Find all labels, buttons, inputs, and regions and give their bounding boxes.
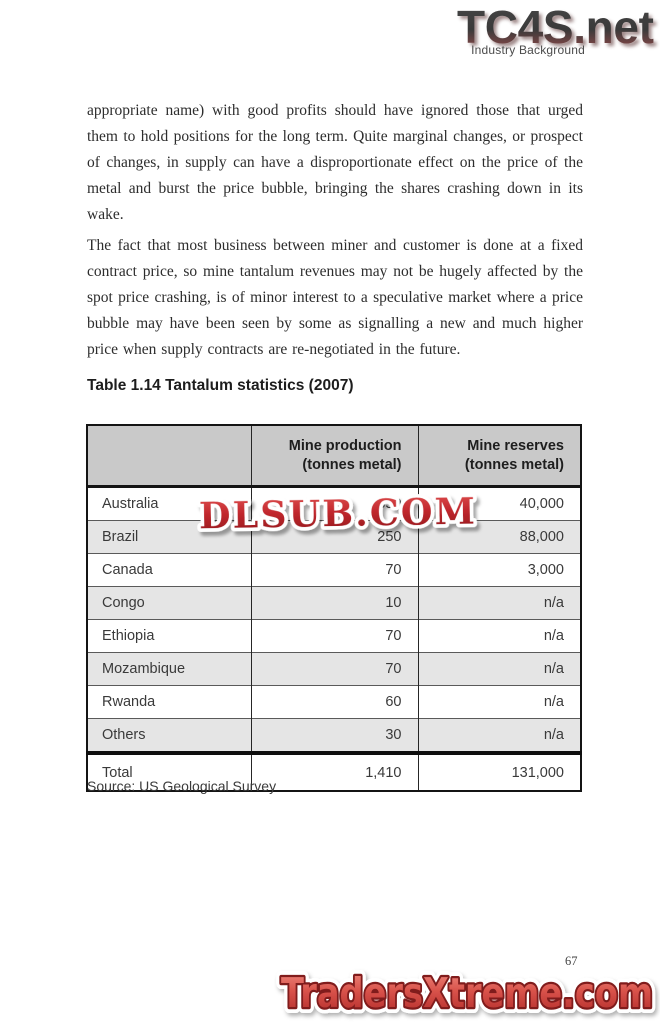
total-reserves-cell: 131,000 — [417, 751, 581, 791]
table-header-row: Mine production (tonnes metal) Mine rese… — [87, 425, 581, 488]
reserves-cell: 3,000 — [417, 553, 581, 587]
header-cell-production: Mine production (tonnes metal) — [250, 425, 418, 488]
dlsub-watermark: DLSUB.COM — [187, 483, 488, 549]
tradersxtreme-glow-text: TradersXtreme.com — [281, 969, 653, 1017]
paragraph-1: appropriate name) with good profits shou… — [87, 102, 583, 223]
table-row: Rwanda 60 n/a — [87, 685, 581, 719]
tc4s-logo: TC4S.net TC4S.net — [452, 0, 662, 58]
reserves-cell: n/a — [417, 718, 581, 753]
tradersxtreme-watermark-svg: TradersXtreme.com TradersXtreme.com — [275, 963, 659, 1023]
table-body: Australia 850 40,000 Brazil 250 88,000 C… — [87, 486, 581, 753]
table-row: Congo 10 n/a — [87, 586, 581, 620]
total-production-cell: 1,410 — [250, 751, 418, 791]
dlsub-watermark-text: DLSUB.COM — [199, 491, 478, 538]
total-row: Total 1,410 131,000 — [87, 751, 581, 791]
production-cell: 70 — [250, 652, 418, 686]
reserves-cell: 40,000 — [417, 486, 581, 521]
total-label-cell: Total — [87, 751, 251, 791]
header-reserves-line2: (tonnes metal) — [464, 456, 564, 473]
logo-shadow-text: TC4S.net — [460, 4, 657, 56]
reserves-cell: n/a — [417, 685, 581, 719]
header-production-line2: (tonnes metal) — [302, 456, 402, 473]
production-cell: 30 — [250, 718, 418, 753]
dlsub-watermark-svg: DLSUB.COM — [195, 487, 481, 541]
production-cell: 60 — [250, 685, 418, 719]
page-number: 67 — [565, 954, 578, 968]
production-cell: 70 — [250, 553, 418, 587]
country-cell: Rwanda — [87, 685, 251, 719]
table-row: Brazil 250 88,000 — [87, 520, 581, 554]
production-cell: 70 — [250, 619, 418, 653]
tc4s-logo-svg: TC4S.net TC4S.net — [457, 1, 659, 56]
tradersxtreme-watermark: TradersXtreme.com TradersXtreme.com — [274, 963, 660, 1024]
tantalum-statistics-table: Mine production (tonnes metal) Mine rese… — [86, 424, 582, 792]
table-row: Ethiopia 70 n/a — [87, 619, 581, 653]
tradersxtreme-watermark-text: TradersXtreme.com — [281, 969, 653, 1017]
header-cell-reserves: Mine reserves (tonnes metal) — [417, 425, 581, 488]
source-note: Source: US Geological Survey — [87, 778, 277, 794]
table-row: Mozambique 70 n/a — [87, 652, 581, 686]
table-row: Canada 70 3,000 — [87, 553, 581, 587]
logo-text: TC4S.net — [457, 1, 654, 53]
reserves-cell: n/a — [417, 619, 581, 653]
table-caption: Table 1.14 Tantalum statistics (2007) — [87, 377, 354, 394]
table-row: Australia 850 40,000 — [87, 486, 581, 521]
country-cell: Brazil — [87, 520, 251, 554]
country-cell: Ethiopia — [87, 619, 251, 653]
paragraph-2: The fact that most business between mine… — [87, 237, 583, 358]
production-cell: 250 — [250, 520, 418, 554]
reserves-cell: n/a — [417, 586, 581, 620]
country-cell: Canada — [87, 553, 251, 587]
country-cell: Mozambique — [87, 652, 251, 686]
country-cell: Australia — [102, 496, 159, 512]
header-reserves-line1: Mine reserves — [467, 437, 564, 454]
production-cell: 10 — [250, 586, 418, 620]
table-row: Others 30 n/a — [87, 718, 581, 753]
header-cell-country — [87, 425, 251, 488]
country-cell: Congo — [87, 586, 251, 620]
reserves-cell: n/a — [417, 652, 581, 686]
section-header: Industry Background — [471, 43, 585, 57]
reserves-cell: 88,000 — [417, 520, 581, 554]
country-cell: Others — [87, 718, 251, 753]
production-cell: 850 — [250, 486, 418, 521]
header-production-line1: Mine production — [288, 437, 402, 454]
